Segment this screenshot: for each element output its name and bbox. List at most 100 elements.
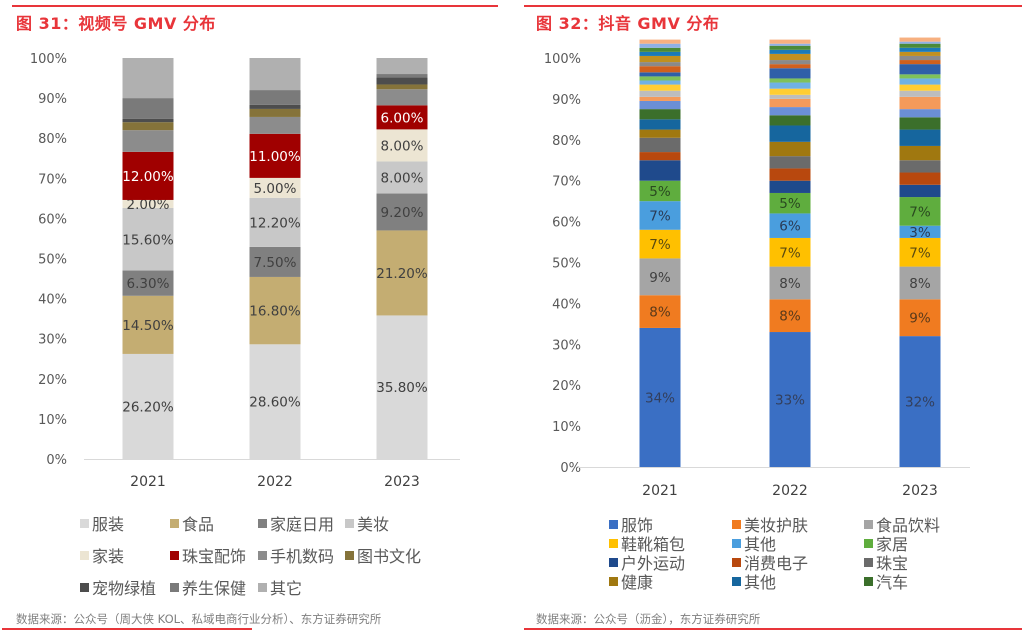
- legend-swatch-icon: [609, 538, 618, 548]
- legend-swatch-icon: [258, 550, 267, 560]
- bar-segment: [769, 107, 811, 116]
- bar-segment: [249, 344, 301, 459]
- legend-item: 户外运动: [609, 550, 685, 574]
- bar-segment: [769, 125, 811, 142]
- legend-item: 服饰: [609, 512, 653, 536]
- bar-segment: [376, 77, 428, 85]
- bar-segment: [376, 193, 428, 231]
- bar-segment: [899, 90, 941, 97]
- y-tick-label: 90%: [38, 92, 67, 107]
- y-tick-label: 70%: [38, 172, 67, 187]
- bar-segment: [639, 72, 681, 77]
- bar-segment: [639, 295, 681, 328]
- bar-segment: [122, 199, 174, 208]
- bar-segment: [899, 336, 941, 467]
- bar-segment: [899, 74, 941, 79]
- data-label: 32%: [905, 395, 935, 411]
- bar-stack-2022: 28.60% 16.80% 7.50% 12.20% 5.00% 11.00%: [249, 58, 301, 459]
- data-label: 8.00%: [381, 170, 424, 186]
- data-label: 8.00%: [381, 138, 424, 154]
- legend-item: 图书文化: [345, 543, 421, 567]
- bar-segment: [899, 184, 941, 198]
- legend-item: 其他: [732, 569, 776, 593]
- bar-segment: [639, 43, 681, 48]
- bar-segment: [639, 62, 681, 67]
- source-note: 数据来源：公众号（周大侠 KOL、私域电商行业分析）、东方证券研究所: [16, 612, 382, 626]
- legend-item: 消费电子: [732, 550, 808, 574]
- legend-label: 家装: [92, 547, 125, 566]
- bar-segment: [639, 80, 681, 85]
- bar-segment: [639, 327, 681, 467]
- data-label: 9%: [649, 270, 671, 286]
- bar-segment: [769, 53, 811, 61]
- bar-segment: [899, 55, 941, 61]
- bar-segment: [249, 276, 301, 345]
- data-label: 2.00%: [127, 197, 170, 213]
- bar-segment: [899, 225, 941, 238]
- legend-swatch-icon: [864, 519, 873, 529]
- bar-segment: [122, 98, 174, 119]
- bar-segment: [899, 266, 941, 300]
- data-label: 8%: [909, 276, 931, 292]
- bar-segment: [899, 197, 941, 226]
- bar-segment: [639, 229, 681, 259]
- bar-segment: [376, 74, 428, 78]
- legend-item: 食品饮料: [864, 512, 940, 536]
- bar-segment: [769, 180, 811, 193]
- x-tick-label: 2023: [384, 474, 420, 490]
- data-label: 16.80%: [249, 304, 301, 320]
- bar-segment: [899, 37, 941, 42]
- legend-item: 家居: [864, 531, 908, 555]
- y-tick-label: 90%: [552, 93, 581, 108]
- legend-label: 美妆: [357, 515, 390, 534]
- legend-label: 珠宝: [876, 554, 909, 573]
- legend-swatch-icon: [732, 557, 741, 567]
- bar-segment: [899, 43, 941, 48]
- bar-segment: [376, 58, 428, 75]
- legend-swatch-icon: [345, 518, 354, 528]
- bar-segment: [769, 45, 811, 50]
- bar-segment: [899, 96, 941, 110]
- stacked-bar-chart-douyin: 0% 10% 20% 30% 40% 50% 60% 70% 80% 90% 100% 34% 8% 9%…: [544, 37, 970, 499]
- legend-item: 健康: [609, 569, 653, 593]
- bar-segment: [249, 108, 301, 117]
- bar-segment: [249, 197, 301, 247]
- bar-segment: [639, 51, 681, 56]
- legend-item: 家装: [80, 543, 124, 567]
- bar-segment: [899, 129, 941, 146]
- bar-segment: [639, 152, 681, 161]
- y-tick-label: 30%: [552, 338, 581, 353]
- bar-segment: [899, 237, 941, 267]
- bar-segment: [899, 84, 941, 91]
- legend-label: 其他: [744, 535, 777, 554]
- bar-segment: [899, 117, 941, 130]
- legend-label: 家庭日用: [270, 515, 335, 534]
- bar-segment: [899, 145, 941, 161]
- legend-item: 美妆: [345, 511, 389, 535]
- bar-segment: [639, 119, 681, 130]
- bar-segment: [769, 78, 811, 83]
- bar-stack-2023: 35.80% 21.20% 9.20% 8.00% 8.00% 6.00%: [376, 58, 428, 459]
- y-tick-label: 70%: [552, 175, 581, 190]
- bar-segment: [639, 76, 681, 81]
- y-tick-label: 60%: [552, 216, 581, 231]
- data-label: 6.00%: [381, 110, 424, 126]
- data-label: 15.60%: [122, 232, 174, 248]
- data-label: 6%: [779, 219, 801, 235]
- y-tick-label: 50%: [552, 257, 581, 272]
- bar-segment: [769, 213, 811, 238]
- bar-segment: [899, 299, 941, 337]
- legend-item: 家庭日用: [258, 511, 334, 535]
- legend-swatch-icon: [732, 576, 741, 586]
- bar-segment: [376, 84, 428, 90]
- x-tick-label: 2022: [257, 474, 293, 490]
- data-label: 33%: [775, 393, 805, 409]
- legend-swatch-icon: [80, 550, 89, 560]
- bar-segment: [639, 180, 681, 202]
- legend-label: 其他: [744, 573, 777, 592]
- bar-segment: [376, 89, 428, 106]
- bar-segment: [122, 295, 174, 354]
- y-tick-label: 0%: [46, 453, 67, 468]
- legend-item: 其它: [258, 575, 302, 599]
- data-label: 34%: [645, 390, 675, 406]
